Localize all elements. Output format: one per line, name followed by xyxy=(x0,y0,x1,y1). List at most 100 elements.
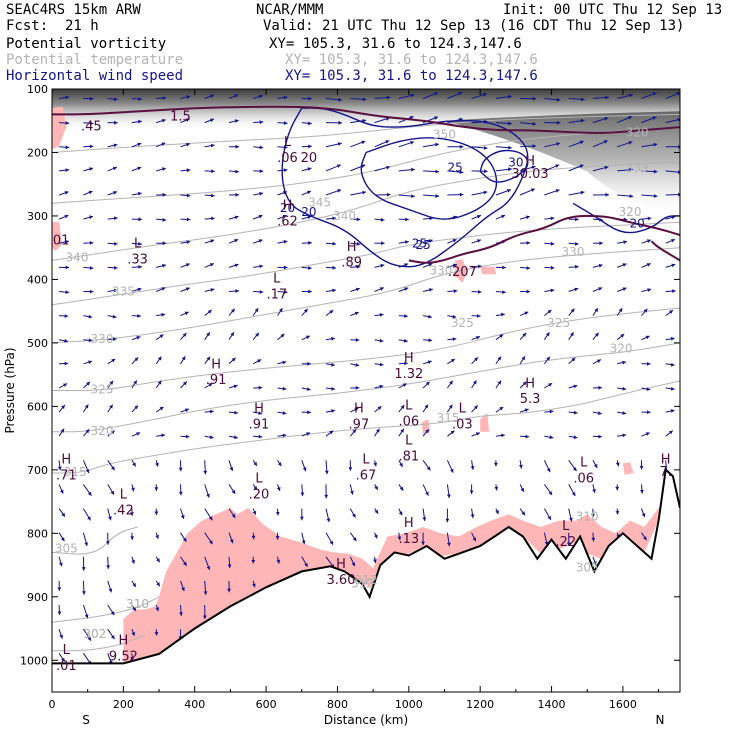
wind-arrow xyxy=(228,263,239,268)
theta-contour-label: 302 xyxy=(83,627,106,641)
x-tick-label: 1400 xyxy=(538,698,566,711)
wind-arrow xyxy=(275,532,280,540)
wind-arrow xyxy=(591,508,595,518)
wind-arrow xyxy=(544,309,552,316)
pv-extremum-label: L xyxy=(405,434,413,449)
wind-arrow xyxy=(471,336,481,341)
wind-arrow xyxy=(107,216,118,221)
theta-contour-label: 315 xyxy=(437,411,460,425)
wind-arrow xyxy=(131,191,142,196)
wind-arrow xyxy=(446,460,454,473)
wind-arrow xyxy=(349,556,356,567)
wind-arrow xyxy=(422,360,432,365)
wind-arrow xyxy=(107,484,115,495)
theta-contour-label: 302 xyxy=(83,627,106,641)
wind-arrow xyxy=(178,460,183,472)
wind-arrow xyxy=(665,117,680,124)
wind-arrow xyxy=(277,433,287,438)
wind-arrow xyxy=(325,189,342,196)
wind-arrow xyxy=(156,287,166,292)
pv-extremum-label: .01 xyxy=(56,659,77,674)
wind-arrow xyxy=(471,532,477,542)
wind-arrow xyxy=(107,580,113,593)
wind-arrow xyxy=(568,241,579,246)
pv-extremum-label: .207 xyxy=(448,265,477,280)
wind-arrow xyxy=(519,484,525,493)
terrain-fill xyxy=(52,469,680,692)
wind-arrow xyxy=(665,409,675,413)
theta-contour xyxy=(52,634,146,652)
wind-arrow xyxy=(592,460,598,469)
legend-wind-field: Horizontal wind speed xyxy=(6,68,184,84)
wind-arrow xyxy=(228,144,240,149)
wind-arrow xyxy=(592,95,609,100)
pv-extremum-label: L xyxy=(405,399,413,414)
wind-arrow xyxy=(520,144,537,148)
wind-arrow xyxy=(131,357,139,365)
wind-arrow xyxy=(180,311,189,317)
wind-arrow xyxy=(349,484,354,495)
wind-arrow xyxy=(641,387,651,391)
wind-arrow xyxy=(180,287,190,292)
legend-theta-xy: XY= 105.3, 31.6 to 124.3,147.6 xyxy=(285,52,538,68)
terrain-layer xyxy=(52,467,680,692)
theta-contour-label: 330 xyxy=(429,263,452,277)
wind-arrow xyxy=(325,241,337,246)
wind-arrow xyxy=(519,460,523,469)
wind-arrow xyxy=(471,190,488,196)
wind-arrow xyxy=(350,407,359,413)
wind-arrow xyxy=(568,357,576,365)
wind-arrow xyxy=(325,120,343,125)
wind-arrow xyxy=(301,361,311,366)
org-label: NCAR/MMM xyxy=(256,2,324,18)
wind-contour-label: 25 xyxy=(448,161,463,175)
wind-arrow xyxy=(301,387,311,391)
wind-arrow xyxy=(617,116,633,124)
wind-arrow xyxy=(398,167,415,172)
wind-arrow xyxy=(276,556,281,564)
wind-arrow xyxy=(446,532,451,547)
wind-arrow xyxy=(568,287,579,292)
wind-arrow xyxy=(543,332,550,340)
wind-arrow xyxy=(58,629,63,639)
wind-contour-label: 25 xyxy=(412,237,427,251)
wind-arrow xyxy=(131,287,142,292)
wind-arrow xyxy=(350,97,367,102)
wind-arrow xyxy=(423,142,439,148)
wind-arrow xyxy=(204,409,214,414)
wind-arrow xyxy=(204,288,215,292)
pv-extremum-label: .17 xyxy=(266,288,287,303)
wind-arrow xyxy=(131,166,142,172)
wind-arrow xyxy=(228,460,234,472)
legend-wind-xy: XY= 105.3, 31.6 to 124.3,147.6 xyxy=(285,68,538,84)
wind-arrow xyxy=(155,532,159,539)
wind-arrow xyxy=(325,532,334,546)
wind-arrow xyxy=(252,460,258,467)
wind-arrow xyxy=(82,628,92,641)
wind-arrow xyxy=(374,338,384,343)
wind-arrow xyxy=(471,290,482,294)
wind-arrow xyxy=(58,484,64,494)
wind-arrow xyxy=(544,216,555,221)
wind-arrow xyxy=(325,142,342,148)
theta-contour-label: 350 xyxy=(433,128,456,142)
wind-arrow xyxy=(398,383,407,389)
wind-arrow xyxy=(253,411,263,415)
pv-extremum-label: .22 xyxy=(555,535,576,550)
wind-arrow xyxy=(131,604,137,612)
wind-arrow xyxy=(641,362,651,366)
pv-extremum-label: H xyxy=(336,557,346,572)
wind-arrow xyxy=(107,143,118,148)
theta-contour-label: 340 xyxy=(66,251,89,265)
wind-arrow xyxy=(131,314,141,318)
wind-arrow xyxy=(277,121,288,125)
wind-arrow xyxy=(155,460,159,467)
wind-arrow xyxy=(325,309,334,317)
wind-arrow xyxy=(398,484,404,491)
wind-arrow xyxy=(57,580,62,591)
valid-time: Valid: 21 UTC Thu 12 Sep 13 (16 CDT Thu … xyxy=(263,18,685,34)
y-tick-label: 1000 xyxy=(20,654,48,667)
wind-arrow xyxy=(130,653,135,661)
pv-contour xyxy=(650,240,680,262)
pv-extremum-label: H xyxy=(119,633,129,648)
